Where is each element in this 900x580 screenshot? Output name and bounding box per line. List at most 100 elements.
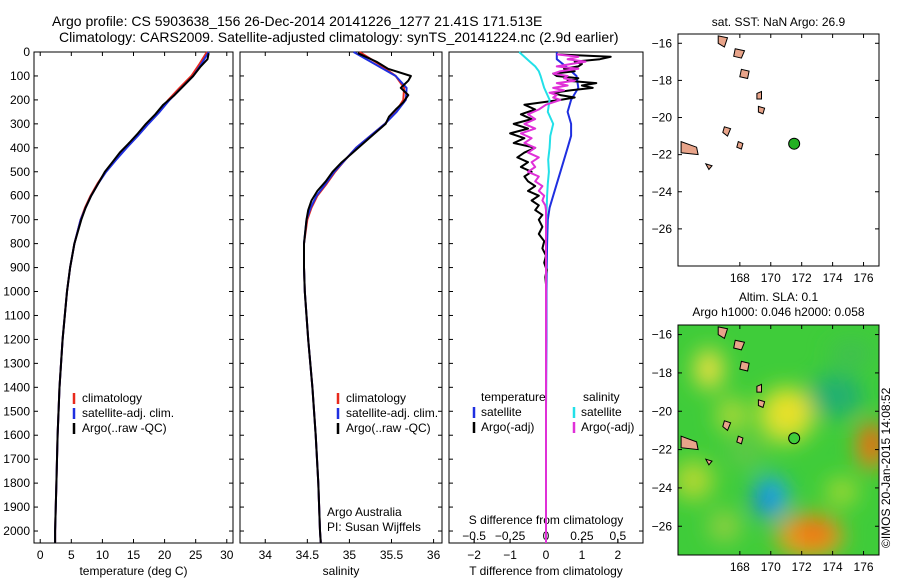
x-tick-label: 34.5 bbox=[296, 548, 320, 562]
s-tick-label: 0.25 bbox=[570, 529, 594, 543]
sst-title: sat. SST: NaN Argo: 26.9 bbox=[712, 15, 846, 29]
annotation-line2: PI: Susan Wijffels bbox=[327, 520, 421, 534]
y-tick-label: 800 bbox=[10, 237, 30, 251]
sla-anomaly-blob bbox=[694, 349, 723, 390]
y-tick-label: 1300 bbox=[3, 356, 30, 370]
y-tick-label: 400 bbox=[10, 141, 30, 155]
x-tick-label: 34 bbox=[259, 548, 273, 562]
y-tick-label: 1800 bbox=[3, 476, 30, 490]
s-tick-label: 0.5 bbox=[610, 529, 627, 543]
sla-title-line1: Altim. SLA: 0.1 bbox=[739, 290, 819, 304]
x-axis-label: temperature (deg C) bbox=[79, 564, 187, 578]
legend-label: Argo(-adj) bbox=[481, 420, 534, 434]
x-tick-label: 5 bbox=[68, 548, 75, 562]
y-tick-label: 1600 bbox=[3, 428, 30, 442]
legend-label: climatology bbox=[346, 391, 406, 405]
island-shape bbox=[704, 163, 713, 171]
difference-panel: −2 −1 0 1 2−0.5 −0.25 0 0.25 0.5S difference fro… bbox=[448, 51, 644, 578]
sla-anomaly-blob bbox=[829, 339, 874, 368]
y-tick-label: −20 bbox=[652, 111, 673, 125]
y-tick-label: 1900 bbox=[3, 500, 30, 514]
x-tick-label: 176 bbox=[854, 560, 874, 574]
x-tick-label: 0 bbox=[37, 548, 44, 562]
legend-title-temperature: temperature bbox=[481, 390, 546, 404]
sla-heatmap bbox=[678, 325, 879, 555]
y-tick-label: 600 bbox=[10, 189, 30, 203]
island-shape bbox=[733, 48, 746, 59]
y-tick-label: 500 bbox=[10, 165, 30, 179]
s-tick-label: −0.5 bbox=[462, 529, 486, 543]
argo-position-marker bbox=[788, 137, 801, 150]
x-tick-label: 15 bbox=[127, 548, 141, 562]
y-tick-label: 0 bbox=[23, 45, 30, 59]
figure-title-line1: Argo profile: CS 5903638_156 26-Dec-2014… bbox=[52, 13, 542, 29]
y-tick-label: −16 bbox=[652, 36, 673, 50]
y-tick-label: 200 bbox=[10, 93, 30, 107]
y-tick-label: −24 bbox=[652, 185, 673, 199]
sst-map-panel: sat. SST: NaN Argo: 26.9 168 170 172 174 176 −… bbox=[652, 15, 880, 285]
sla-blobs bbox=[678, 339, 879, 555]
island-shape bbox=[756, 383, 762, 393]
sla-title-line2: Argo h1000: 0.046 h2000: 0.058 bbox=[692, 305, 864, 319]
x-tick-label: 35 bbox=[343, 548, 357, 562]
x-tick-label: 1 bbox=[579, 548, 586, 562]
island-shape bbox=[739, 360, 750, 372]
x-tick-label: 20 bbox=[158, 548, 172, 562]
y-tick-label: −20 bbox=[652, 404, 673, 418]
island-shape bbox=[739, 68, 750, 80]
sla-anomaly-blob bbox=[807, 373, 864, 418]
x-tick-label: 30 bbox=[220, 548, 234, 562]
x-tick-label: 25 bbox=[189, 548, 203, 562]
sla-anomaly-blob bbox=[794, 520, 835, 544]
map-frame bbox=[677, 33, 880, 267]
y-tick-label: 1500 bbox=[3, 404, 30, 418]
x-axis-label: T difference from climatology bbox=[469, 564, 623, 578]
series-line-argo-raw-qc- bbox=[54, 53, 210, 543]
y-tick-label: −22 bbox=[652, 148, 673, 162]
x-tick-label: 168 bbox=[730, 560, 750, 574]
y-tick-label: 1100 bbox=[4, 308, 30, 322]
y-tick-label: −16 bbox=[652, 328, 673, 342]
map-frame bbox=[677, 324, 880, 556]
island-shape bbox=[704, 458, 713, 466]
x-tick-label: −2 bbox=[467, 548, 481, 562]
x-axis-label: salinity bbox=[323, 564, 360, 578]
island-shape bbox=[736, 140, 744, 150]
y-tick-label: 900 bbox=[10, 261, 30, 275]
legend-label: Argo(-adj) bbox=[581, 420, 634, 434]
y-tick-label: −26 bbox=[652, 519, 673, 533]
x-tick-label: 0 bbox=[543, 548, 550, 562]
y-tick-label: −24 bbox=[652, 481, 673, 495]
y-tick-label: 100 bbox=[10, 69, 30, 83]
x-tick-label: 35.5 bbox=[380, 548, 404, 562]
legend-label: satellite bbox=[481, 405, 522, 419]
sla-anomaly-blob bbox=[678, 460, 714, 501]
island-shape bbox=[717, 35, 729, 48]
island-shape bbox=[736, 435, 744, 445]
figure-title-line2: Climatology: CARS2009. Satellite-adjuste… bbox=[59, 29, 619, 45]
y-tick-label: 1200 bbox=[3, 332, 30, 346]
island-shape bbox=[722, 420, 732, 432]
island-shape bbox=[757, 399, 766, 409]
y-tick-label: −18 bbox=[652, 366, 673, 380]
x-tick-label: 174 bbox=[823, 271, 843, 285]
legend-label: satellite-adj. clim. bbox=[82, 406, 174, 420]
s-tick-label: −0.25 bbox=[495, 529, 526, 543]
legend-label: satellite bbox=[581, 405, 622, 419]
island-shape bbox=[680, 435, 699, 451]
sla-anomaly-blob bbox=[708, 510, 741, 543]
annotation-line1: Argo Australia bbox=[327, 505, 402, 519]
x-tick-label: 2 bbox=[615, 548, 622, 562]
x-tick-label: 170 bbox=[761, 271, 781, 285]
island-shape bbox=[680, 140, 699, 156]
legend-label: climatology bbox=[82, 391, 142, 405]
x-tick-label: 172 bbox=[792, 560, 812, 574]
y-tick-label: −22 bbox=[652, 443, 673, 457]
salinity-panel: 34 34.5 35 35.5 36 salinity climatologysatelli… bbox=[239, 51, 443, 578]
x-tick-label: 172 bbox=[792, 271, 812, 285]
temperature-panel: 0 5 10 15 20 25 30 temperature (deg C) 0 100 200 30… bbox=[3, 45, 233, 578]
x-tick-label: 168 bbox=[730, 271, 750, 285]
y-tick-label: 700 bbox=[10, 213, 30, 227]
